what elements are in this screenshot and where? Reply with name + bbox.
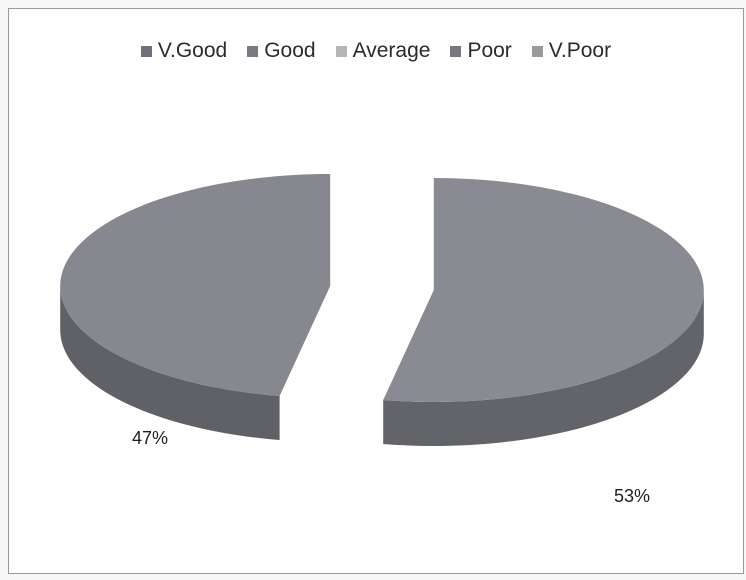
legend-label-average: Average — [352, 39, 431, 62]
data-label-poor: 53% — [614, 486, 650, 506]
legend-item-average: Average — [335, 39, 431, 63]
pie-slice-v-good-side-1 — [60, 286, 280, 441]
legend-item-v-poor: V.Poor — [531, 39, 612, 63]
legend-item-good: Good — [247, 39, 316, 63]
data-label-v-good: 47% — [132, 428, 168, 448]
legend-item-poor: Poor — [450, 39, 512, 63]
legend-label-v-poor: V.Poor — [548, 39, 612, 62]
pie-slice-v-good — [60, 174, 331, 441]
chart-legend: V.Good Good Average Poor V.Poor — [9, 39, 743, 63]
legend-label-v-good: V.Good — [157, 39, 228, 62]
pie-slice-poor-top — [383, 178, 704, 402]
legend-swatch-average — [335, 45, 347, 57]
legend-swatch-good — [247, 45, 259, 57]
legend-swatch-v-poor — [531, 45, 543, 57]
pie-slice-poor-side-0 — [383, 290, 704, 446]
legend-label-good: Good — [264, 39, 316, 62]
legend-label-poor: Poor — [467, 39, 512, 62]
legend-swatch-poor — [450, 45, 462, 57]
pie-slice-poor — [383, 178, 704, 446]
legend-item-v-good: V.Good — [140, 39, 228, 63]
pie-slice-v-good-top — [60, 174, 331, 397]
legend-swatch-v-good — [140, 45, 152, 57]
